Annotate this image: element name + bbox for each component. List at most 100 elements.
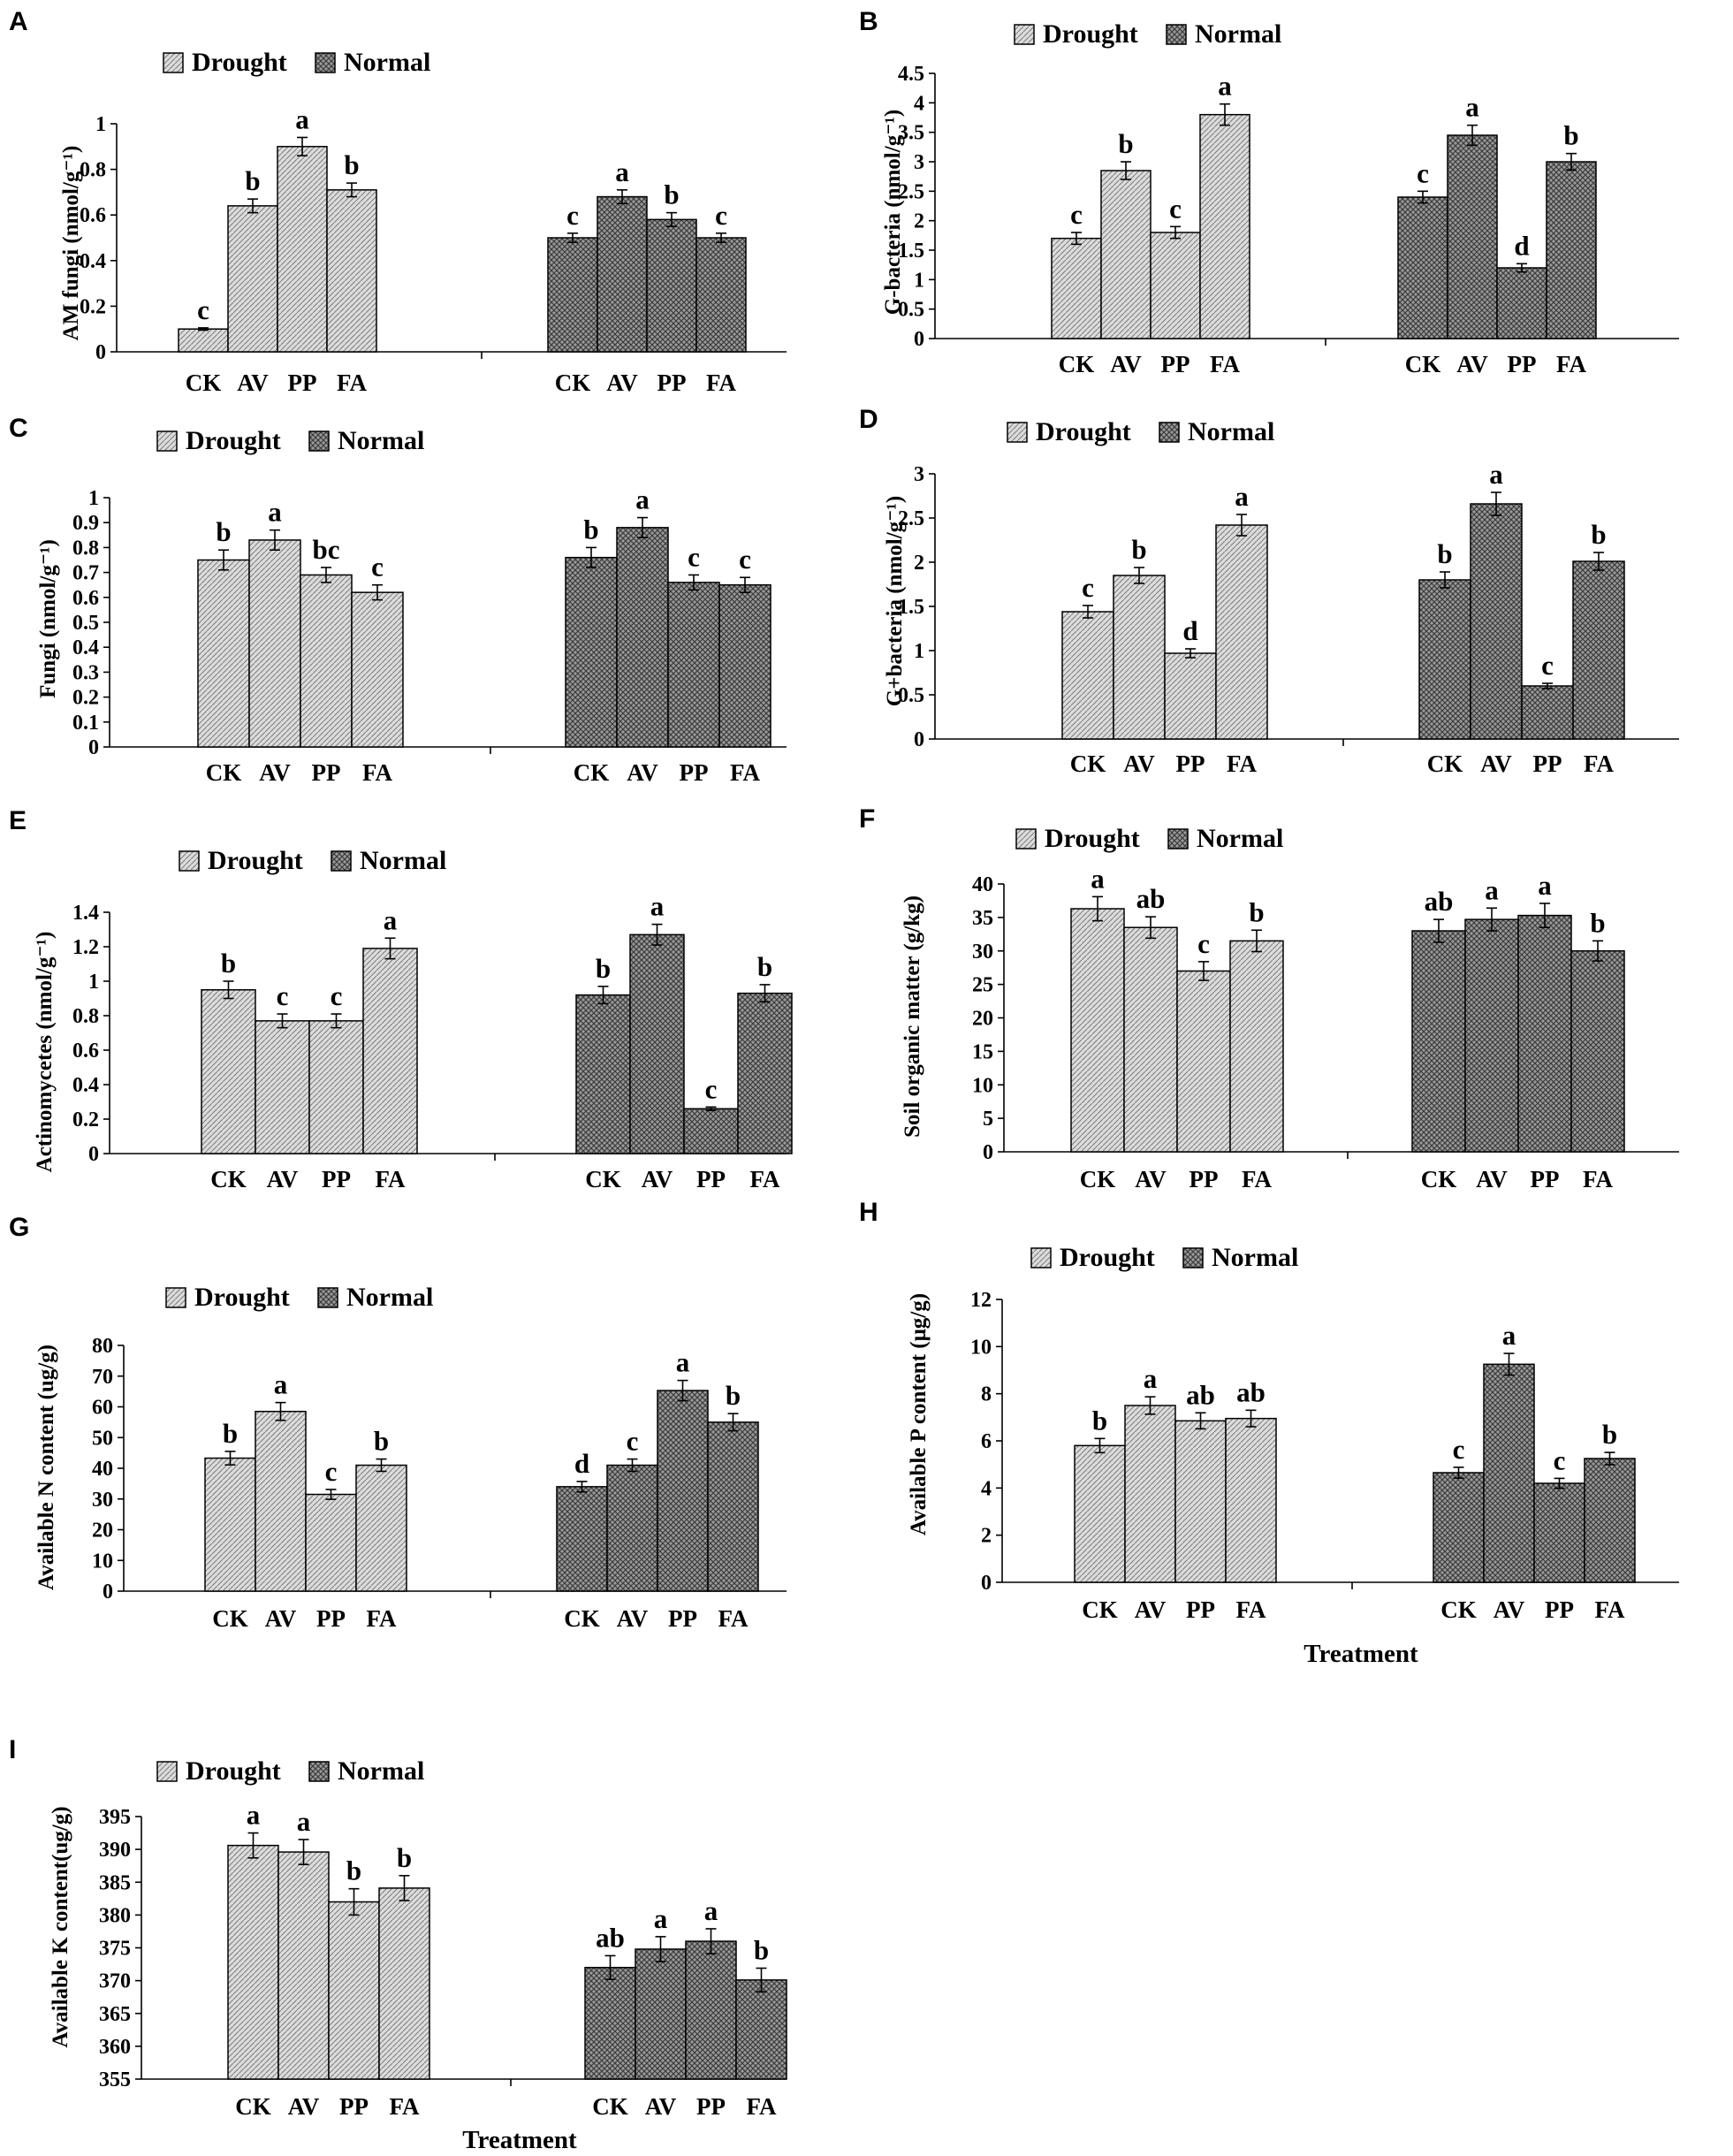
significance-letter: c: [715, 200, 727, 231]
x-category-label: CK: [1080, 1166, 1116, 1192]
y-tick-label: 0.2: [72, 1108, 99, 1131]
legend-label-drought: Drought: [1043, 19, 1138, 49]
legend: Drought Normal: [163, 48, 430, 77]
legend-label-drought: Drought: [186, 1756, 281, 1786]
bar-drought-fa: [326, 189, 377, 353]
bar-normal-av: [606, 1464, 658, 1592]
x-category-label: FA: [718, 1605, 749, 1632]
y-tick-label: 0.8: [72, 537, 99, 560]
legend-label-normal: Normal: [1212, 1243, 1298, 1272]
x-category-label: CK: [1427, 750, 1463, 777]
significance-letter: d: [574, 1448, 589, 1479]
bar-normal-fa: [1572, 560, 1625, 740]
significance-letter: b: [344, 149, 359, 180]
bar-drought-fa: [378, 1887, 430, 2080]
legend-label-normal: Normal: [338, 1756, 424, 1786]
x-category-label: CK: [1405, 351, 1441, 377]
x-category-label: CK: [555, 369, 591, 396]
y-tick-label: 1.2: [72, 936, 99, 959]
significance-letter: ab: [1136, 883, 1166, 914]
significance-letter: b: [397, 1842, 412, 1873]
significance-letter: c: [197, 294, 209, 325]
x-category-label: PP: [1533, 750, 1562, 777]
significance-letter: b: [1092, 1405, 1107, 1436]
legend: Drought Normal: [179, 846, 446, 875]
x-category-label: CK: [1059, 351, 1095, 377]
x-category-label: FA: [1242, 1166, 1272, 1192]
legend: Drought Normal: [1007, 417, 1274, 446]
x-category-label: AV: [606, 369, 638, 396]
significance-letter: a: [1489, 459, 1503, 490]
panel-letter: B: [859, 7, 878, 36]
x-category-label: FA: [1227, 750, 1257, 777]
significance-letter: a: [297, 1806, 311, 1837]
legend-swatch-normal: [1159, 422, 1180, 443]
y-tick-label: 0: [88, 736, 99, 759]
significance-letter: ab: [1236, 1376, 1266, 1407]
y-tick-label: 2: [914, 552, 924, 575]
bar-normal-ck: [556, 1486, 608, 1592]
y-tick-label: 2: [981, 1525, 992, 1548]
x-category-label: AV: [1480, 750, 1512, 777]
bar-drought-fa: [351, 591, 404, 748]
legend-swatch-drought: [1007, 422, 1028, 443]
significance-letter: a: [1465, 92, 1479, 123]
legend-swatch-normal: [317, 1287, 338, 1308]
y-tick-label: 0.2: [80, 295, 106, 318]
y-tick-label: 365: [99, 2003, 131, 2026]
x-category-label: FA: [747, 2093, 777, 2120]
significance-letter: c: [1554, 1444, 1566, 1475]
x-category-label: PP: [1545, 1596, 1574, 1623]
y-tick-label: 4: [981, 1477, 992, 1500]
significance-letter: a: [704, 1895, 718, 1926]
y-tick-label: 0.6: [72, 587, 99, 610]
y-tick-label: 30: [92, 1489, 113, 1512]
y-tick-label: 40: [92, 1458, 113, 1481]
bar-normal-fa: [1584, 1458, 1636, 1583]
panel-letter: C: [9, 414, 28, 443]
x-category-label: PP: [696, 1166, 726, 1192]
x-category-label: PP: [1531, 1166, 1560, 1192]
y-tick-label: 40: [972, 873, 993, 896]
bar-drought-av: [248, 539, 301, 748]
significance-letter: b: [223, 1418, 238, 1449]
significance-letter: b: [726, 1380, 741, 1411]
bar-drought-av: [255, 1410, 307, 1592]
x-category-label: PP: [657, 369, 687, 396]
significance-letter: a: [1144, 1363, 1158, 1394]
x-category-label: PP: [312, 759, 341, 786]
bar-normal-av: [1447, 134, 1498, 339]
x-category-label: CK: [564, 1605, 600, 1632]
bar-drought-pp: [277, 146, 328, 353]
significance-letter: c: [1197, 928, 1210, 959]
significance-letter: c: [1417, 157, 1429, 188]
bar-normal-av: [597, 195, 648, 353]
bar-normal-av: [635, 1948, 687, 2080]
x-axis-label: Treatment: [1304, 1640, 1418, 1668]
y-tick-label: 0.6: [80, 204, 106, 227]
x-category-label: PP: [680, 759, 709, 786]
bar-drought-ck: [1070, 908, 1125, 1153]
y-tick-label: 0.8: [80, 159, 106, 182]
legend-label-normal: Normal: [344, 48, 430, 77]
x-category-label: FA: [706, 369, 736, 396]
x-category-label: CK: [1082, 1596, 1118, 1623]
y-tick-label: 390: [99, 1839, 131, 1862]
legend: Drought Normal: [156, 1756, 424, 1786]
bar-drought-fa: [355, 1464, 407, 1592]
x-category-label: CK: [206, 759, 242, 786]
legend-label-drought: Drought: [1045, 824, 1140, 853]
y-tick-label: 375: [99, 1938, 131, 1961]
significance-letter: c: [371, 552, 384, 583]
significance-letter: a: [676, 1347, 690, 1378]
bar-normal-av: [616, 527, 669, 748]
y-tick-label: 1: [95, 113, 106, 136]
x-category-label: PP: [1161, 351, 1190, 377]
x-category-label: AV: [1494, 1596, 1525, 1623]
bar-drought-av: [255, 1020, 310, 1154]
significance-letter: b: [757, 951, 772, 982]
y-tick-label: 80: [92, 1335, 113, 1358]
y-tick-label: 2: [914, 210, 924, 233]
significance-letter: b: [1602, 1419, 1617, 1450]
